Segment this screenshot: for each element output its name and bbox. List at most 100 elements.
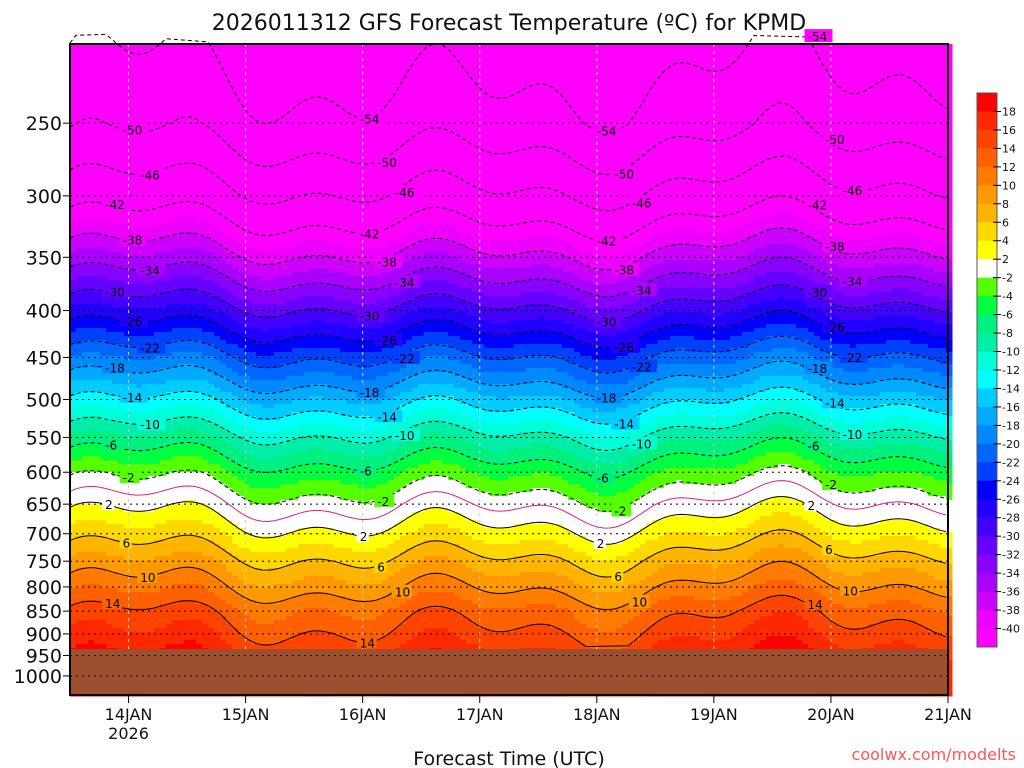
- field-cell: [202, 48, 209, 53]
- field-cell: [94, 340, 101, 345]
- field-cell: [208, 312, 215, 317]
- field-cell: [166, 268, 173, 273]
- field-cell: [202, 476, 209, 481]
- field-cell: [166, 116, 173, 121]
- field-cell: [208, 120, 215, 125]
- field-cell: [136, 432, 143, 437]
- field-cell: [88, 492, 95, 497]
- field-cell: [220, 500, 227, 505]
- field-cell: [142, 108, 149, 113]
- field-cell: [88, 504, 95, 509]
- field-cell: [154, 208, 161, 213]
- field-cell: [94, 212, 101, 217]
- field-cell: [130, 168, 137, 173]
- field-cell: [82, 236, 89, 241]
- field-cell: [172, 448, 179, 453]
- field-cell: [94, 360, 101, 365]
- field-cell: [82, 232, 89, 237]
- field-cell: [232, 172, 239, 177]
- field-cell: [112, 136, 119, 141]
- field-cell: [76, 188, 83, 193]
- field-cell: [82, 212, 89, 217]
- field-cell: [214, 236, 221, 241]
- field-cell: [70, 580, 77, 585]
- field-cell: [106, 128, 113, 133]
- field-cell: [76, 72, 83, 77]
- field-cell: [136, 368, 143, 373]
- field-cell: [88, 460, 95, 465]
- field-cell: [124, 452, 131, 457]
- field-cell: [106, 352, 113, 357]
- field-cell: [190, 552, 197, 557]
- field-cell: [238, 164, 245, 169]
- field-cell: [166, 312, 173, 317]
- field-cell: [160, 88, 167, 93]
- field-cell: [244, 148, 251, 153]
- field-cell: [238, 516, 245, 521]
- field-cell: [196, 364, 203, 369]
- field-cell: [184, 352, 191, 357]
- field-cell: [178, 320, 185, 325]
- field-cell: [154, 140, 161, 145]
- field-cell: [112, 424, 119, 429]
- field-cell: [82, 624, 89, 629]
- field-cell: [142, 360, 149, 365]
- field-cell: [226, 528, 233, 533]
- field-cell: [160, 512, 167, 517]
- field-cell: [148, 532, 155, 537]
- field-cell: [154, 536, 161, 541]
- field-cell: [94, 372, 101, 377]
- field-cell: [124, 84, 131, 89]
- field-cell: [160, 488, 167, 493]
- field-cell: [190, 340, 197, 345]
- field-cell: [148, 528, 155, 533]
- field-cell: [184, 568, 191, 573]
- field-cell: [166, 124, 173, 129]
- field-cell: [118, 556, 125, 561]
- field-cell: [106, 472, 113, 477]
- field-cell: [238, 296, 245, 301]
- field-cell: [178, 640, 185, 645]
- field-cell: [184, 52, 191, 57]
- field-cell: [178, 224, 185, 229]
- field-cell: [184, 304, 191, 309]
- field-cell: [238, 364, 245, 369]
- field-cell: [112, 516, 119, 521]
- field-cell: [112, 472, 119, 477]
- field-cell: [88, 176, 95, 181]
- field-cell: [118, 452, 125, 457]
- field-cell: [70, 380, 77, 385]
- field-cell: [88, 272, 95, 277]
- field-cell: [88, 580, 95, 585]
- field-cell: [232, 256, 239, 261]
- field-cell: [106, 260, 113, 265]
- field-cell: [178, 132, 185, 137]
- field-cell: [76, 636, 83, 641]
- field-cell: [82, 92, 89, 97]
- field-cell: [124, 60, 131, 65]
- field-cell: [160, 616, 167, 621]
- field-cell: [106, 44, 113, 49]
- field-cell: [184, 280, 191, 285]
- field-cell: [112, 488, 119, 493]
- field-cell: [238, 456, 245, 461]
- field-cell: [70, 544, 77, 549]
- field-cell: [136, 428, 143, 433]
- field-cell: [88, 168, 95, 173]
- field-cell: [172, 468, 179, 473]
- field-cell: [166, 516, 173, 521]
- field-cell: [106, 428, 113, 433]
- field-cell: [220, 592, 227, 597]
- field-cell: [208, 324, 215, 329]
- field-cell: [88, 352, 95, 357]
- field-cell: [202, 264, 209, 269]
- field-cell: [196, 508, 203, 513]
- field-cell: [220, 444, 227, 449]
- field-cell: [136, 548, 143, 553]
- field-cell: [112, 88, 119, 93]
- field-cell: [166, 380, 173, 385]
- field-cell: [76, 268, 83, 273]
- field-cell: [166, 544, 173, 549]
- field-cell: [190, 92, 197, 97]
- field-cell: [100, 60, 107, 65]
